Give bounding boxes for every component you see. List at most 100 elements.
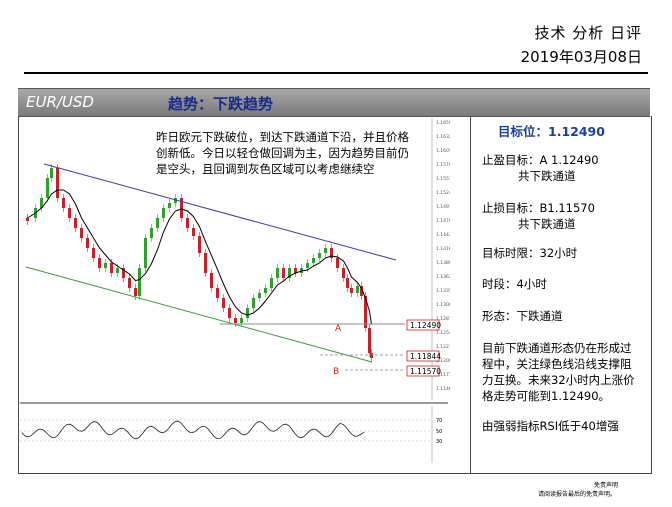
rsi-tick-50: 50 bbox=[436, 429, 442, 435]
candle-body bbox=[264, 288, 267, 293]
price-tick: 1.15510 bbox=[436, 176, 450, 182]
candle-body bbox=[276, 268, 279, 278]
candle-body bbox=[162, 208, 165, 218]
candle-body bbox=[350, 288, 353, 293]
disclaimer-text: 请阅读报告最后的免责声明。 bbox=[538, 491, 617, 498]
signal-panel: 目标位：1.12490 止盈目标：A 1.12490 共下跌通道 止损目标：B1… bbox=[482, 124, 642, 433]
marker-b: B bbox=[333, 367, 339, 377]
price-tick: 1.13350 bbox=[436, 288, 450, 294]
report-title: 技术 分析 日评 bbox=[534, 24, 642, 42]
candle-body bbox=[74, 218, 77, 228]
candle-body bbox=[234, 318, 237, 323]
candle-body bbox=[180, 198, 183, 218]
price-tick: 1.15240 bbox=[436, 190, 450, 196]
candle-body bbox=[192, 228, 195, 236]
candle-body bbox=[360, 286, 363, 296]
candle-body bbox=[116, 268, 119, 273]
candle-body bbox=[210, 273, 213, 288]
candle-body bbox=[318, 253, 321, 258]
price-tick: 1.16320 bbox=[436, 134, 450, 140]
rsi-note: 由强弱指标RSI低于40增强 bbox=[482, 419, 619, 433]
stop-loss-label: 止损目标：B1.11570 bbox=[482, 201, 595, 215]
candle-body bbox=[26, 218, 29, 221]
report-date: 2019年03月08日 bbox=[520, 48, 642, 66]
level-box-3 bbox=[406, 365, 440, 377]
candle-body bbox=[342, 268, 345, 278]
candle-body bbox=[104, 263, 107, 268]
candle-body bbox=[216, 288, 219, 298]
candle-body bbox=[128, 278, 131, 288]
price-tick: 1.12270 bbox=[436, 344, 450, 350]
timeframe: 时段：4小时 bbox=[482, 277, 547, 291]
price-tick: 1.12000 bbox=[436, 358, 450, 364]
price-tick: 1.14700 bbox=[436, 218, 450, 224]
price-tick: 1.11730 bbox=[436, 372, 450, 378]
column-separator bbox=[470, 116, 471, 473]
candle-body bbox=[356, 286, 359, 293]
candle-body bbox=[138, 268, 141, 296]
candle-body bbox=[330, 248, 333, 258]
price-tick: 1.16590 bbox=[436, 120, 450, 126]
take-profit-label: 止盈目标：A 1.12490 bbox=[482, 153, 599, 167]
candles-group bbox=[26, 164, 373, 362]
candle-body bbox=[62, 198, 65, 208]
candle-body bbox=[110, 263, 113, 273]
candle-body bbox=[364, 296, 367, 328]
candle-body bbox=[40, 198, 43, 208]
candle-body bbox=[246, 308, 249, 318]
candle-body bbox=[46, 178, 49, 198]
candle-body bbox=[324, 248, 327, 253]
disclaimer-title: 免责声明 bbox=[594, 482, 619, 489]
candle-body bbox=[98, 258, 101, 268]
candle-body bbox=[174, 198, 177, 203]
candle-body bbox=[50, 168, 53, 178]
candle-body bbox=[80, 228, 83, 238]
candle-body bbox=[336, 258, 339, 268]
level-box-1 bbox=[406, 319, 440, 331]
candle-body bbox=[258, 293, 261, 298]
rsi-tick-70: 70 bbox=[436, 418, 442, 424]
price-tick: 1.16050 bbox=[436, 148, 450, 154]
price-tick: 1.13890 bbox=[436, 260, 450, 266]
level-value-2: 1.11844 bbox=[410, 352, 441, 361]
moving-average-line bbox=[27, 189, 372, 325]
section-banner: EUR/USD 趋势：下跌趋势 bbox=[18, 88, 650, 117]
candle-body bbox=[240, 318, 243, 323]
candle-body bbox=[312, 258, 315, 263]
channel-lower-line bbox=[25, 266, 373, 363]
candle-body bbox=[144, 238, 147, 268]
candle-body bbox=[86, 238, 89, 248]
price-tick: 1.11460 bbox=[436, 386, 450, 392]
currency-pair: EUR/USD bbox=[26, 93, 94, 111]
channel-upper-line bbox=[43, 163, 397, 261]
candle-body bbox=[156, 218, 159, 228]
price-tick: 1.14160 bbox=[436, 246, 450, 252]
candle-body bbox=[270, 278, 273, 288]
price-chart: 1.16590 1.16320 1.16050 1.15780 1.15510 1.152… bbox=[20, 118, 450, 463]
candle-body bbox=[346, 278, 349, 288]
price-tick: 1.15780 bbox=[436, 162, 450, 168]
level-value-3: 1.11570 bbox=[410, 367, 441, 376]
candle-body bbox=[306, 263, 309, 268]
candle-body bbox=[368, 328, 371, 353]
candle-body bbox=[56, 168, 59, 198]
candle-body bbox=[252, 298, 255, 308]
candle-body bbox=[294, 268, 297, 273]
take-profit: 止盈目标：A 1.12490 共下跌通道 bbox=[482, 152, 599, 184]
price-tick: 1.12540 bbox=[436, 330, 450, 336]
content-frame bbox=[18, 116, 652, 474]
analysis-text: 目前下跌通道形态仍在形成过程中，关注绿色线沿线支撑阻力互换。未来32小时内上涨价… bbox=[482, 341, 635, 403]
level-box-2 bbox=[406, 350, 440, 362]
target-price: 目标位：1.12490 bbox=[498, 124, 605, 139]
price-scale: 1.16590 1.16320 1.16050 1.15780 1.15510 1.152… bbox=[436, 120, 450, 392]
take-profit-sub: 共下跌通道 bbox=[518, 169, 576, 183]
candle-body bbox=[222, 298, 225, 308]
chart-pattern: 形态：下跌通道 bbox=[482, 309, 563, 323]
candle-body bbox=[282, 268, 285, 278]
candle-body bbox=[228, 308, 231, 318]
candle-body bbox=[92, 248, 95, 258]
candle-body bbox=[370, 353, 373, 358]
stop-loss: 止损目标：B1.11570 共下跌通道 bbox=[482, 200, 595, 232]
candle-body bbox=[204, 253, 207, 273]
rsi-line bbox=[21, 420, 365, 440]
